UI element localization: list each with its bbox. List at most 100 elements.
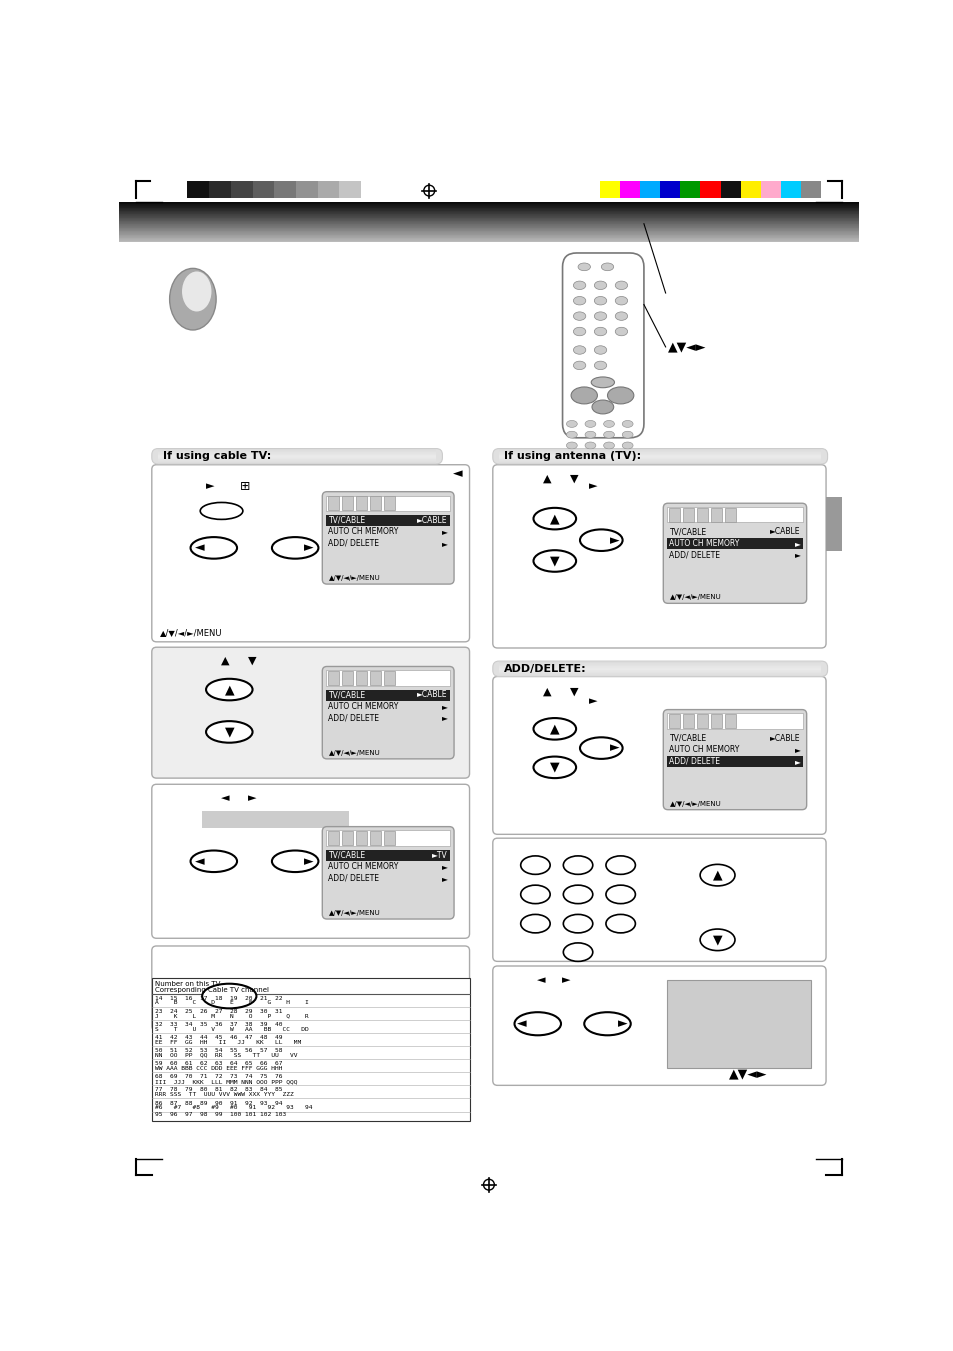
- FancyBboxPatch shape: [322, 666, 454, 759]
- Text: ►TV: ►TV: [432, 851, 447, 859]
- Ellipse shape: [562, 915, 592, 934]
- Ellipse shape: [594, 346, 606, 354]
- Text: Corresponding Cable TV channel: Corresponding Cable TV channel: [154, 986, 269, 993]
- Ellipse shape: [520, 915, 550, 934]
- Text: 23  24  25  26  27  28  29  30  31: 23 24 25 26 27 28 29 30 31: [154, 1009, 282, 1015]
- FancyBboxPatch shape: [493, 677, 825, 835]
- Bar: [341, 496, 353, 511]
- Text: ▲/▼/◄/►/MENU: ▲/▼/◄/►/MENU: [669, 594, 720, 600]
- Ellipse shape: [272, 851, 318, 871]
- Ellipse shape: [533, 719, 576, 739]
- FancyBboxPatch shape: [322, 492, 454, 584]
- Ellipse shape: [621, 431, 633, 438]
- Ellipse shape: [206, 721, 253, 743]
- Text: ⊞: ⊞: [239, 480, 250, 493]
- Text: ►: ►: [441, 862, 447, 871]
- Ellipse shape: [562, 857, 592, 874]
- Bar: [723, 508, 736, 521]
- Bar: [679, 181, 700, 199]
- Bar: [383, 496, 395, 511]
- Text: ▲: ▲: [224, 684, 233, 696]
- Text: ►: ►: [618, 1017, 627, 1031]
- Ellipse shape: [605, 857, 635, 874]
- Ellipse shape: [583, 1012, 630, 1035]
- Text: ►: ►: [609, 534, 618, 547]
- Text: TV/CABLE: TV/CABLE: [328, 851, 365, 859]
- Text: TV/CABLE: TV/CABLE: [669, 734, 706, 743]
- Bar: [274, 181, 295, 199]
- Bar: [682, 508, 694, 521]
- Text: AUTO CH MEMORY: AUTO CH MEMORY: [328, 862, 398, 871]
- Bar: [801, 181, 821, 199]
- Text: ►: ►: [441, 713, 447, 723]
- Ellipse shape: [533, 508, 576, 530]
- Bar: [326, 689, 450, 701]
- Text: ►CABLE: ►CABLE: [416, 516, 447, 524]
- Bar: [696, 715, 707, 728]
- Ellipse shape: [603, 442, 614, 449]
- Ellipse shape: [603, 431, 614, 438]
- Ellipse shape: [578, 263, 590, 270]
- Text: ►CABLE: ►CABLE: [769, 734, 800, 743]
- Text: ►: ►: [794, 550, 800, 559]
- Text: ▲▼◄►: ▲▼◄►: [728, 1067, 767, 1081]
- Ellipse shape: [605, 885, 635, 904]
- Bar: [760, 181, 781, 199]
- Bar: [740, 181, 760, 199]
- Ellipse shape: [272, 538, 318, 559]
- Bar: [668, 715, 679, 728]
- Ellipse shape: [514, 1012, 560, 1035]
- FancyBboxPatch shape: [662, 709, 806, 809]
- Text: ▲/▼/◄/►/MENU: ▲/▼/◄/►/MENU: [328, 576, 380, 581]
- Ellipse shape: [592, 400, 613, 413]
- Text: 32  33  34  35  36  37  38  39  40: 32 33 34 35 36 37 38 39 40: [154, 1021, 282, 1027]
- FancyBboxPatch shape: [493, 465, 825, 648]
- Bar: [326, 831, 450, 846]
- Bar: [328, 831, 339, 846]
- Text: #6   #7   #8   #9   #0   91   92   93   94: #6 #7 #8 #9 #0 91 92 93 94: [154, 1105, 312, 1111]
- Ellipse shape: [584, 431, 596, 438]
- Bar: [383, 831, 395, 846]
- Text: WW AAA BBB CCC DDD EEE FFF GGG HHH: WW AAA BBB CCC DDD EEE FFF GGG HHH: [154, 1066, 282, 1071]
- Ellipse shape: [615, 312, 627, 320]
- Text: ▲: ▲: [221, 657, 230, 666]
- Text: ADD/ DELETE: ADD/ DELETE: [669, 757, 720, 766]
- Text: ►: ►: [441, 703, 447, 711]
- Text: ◄: ◄: [194, 542, 205, 554]
- Ellipse shape: [191, 851, 236, 871]
- Text: ►: ►: [248, 793, 256, 802]
- Ellipse shape: [584, 442, 596, 449]
- Text: TV/CABLE: TV/CABLE: [669, 527, 706, 536]
- Text: S    T    U    V    W   AA   BB   CC   DD: S T U V W AA BB CC DD: [154, 1027, 309, 1032]
- Text: 95  96  97  98  99  100 101 102 103: 95 96 97 98 99 100 101 102 103: [154, 1112, 286, 1117]
- Ellipse shape: [579, 530, 622, 551]
- Text: 77  78  79  80  81  82  83  84  85: 77 78 79 80 81 82 83 84 85: [154, 1088, 282, 1093]
- Text: ►: ►: [589, 481, 598, 492]
- Text: AUTO CH MEMORY: AUTO CH MEMORY: [328, 527, 398, 536]
- Bar: [369, 496, 381, 511]
- Text: 86  87  88  89  90  91  92  93  94: 86 87 88 89 90 91 92 93 94: [154, 1101, 282, 1105]
- Bar: [700, 181, 720, 199]
- Text: ADD/ DELETE: ADD/ DELETE: [328, 539, 379, 547]
- Text: ▲/▼/◄/►/MENU: ▲/▼/◄/►/MENU: [159, 628, 222, 638]
- Text: ◄: ◄: [453, 467, 462, 481]
- Text: AUTO CH MEMORY: AUTO CH MEMORY: [669, 746, 740, 754]
- Text: 14  15  16  17  18  19  20  21  22: 14 15 16 17 18 19 20 21 22: [154, 996, 282, 1001]
- Bar: [619, 181, 639, 199]
- Ellipse shape: [594, 296, 606, 305]
- Bar: [326, 670, 450, 686]
- Ellipse shape: [591, 377, 614, 388]
- Ellipse shape: [605, 915, 635, 934]
- Ellipse shape: [584, 420, 596, 427]
- Text: III  JJJ  KKK  LLL MMM NNN OOO PPP QQQ: III JJJ KKK LLL MMM NNN OOO PPP QQQ: [154, 1079, 297, 1084]
- Ellipse shape: [202, 984, 256, 1008]
- Ellipse shape: [573, 361, 585, 370]
- Ellipse shape: [579, 738, 622, 759]
- Bar: [666, 713, 802, 728]
- Bar: [317, 181, 339, 199]
- Text: ►: ►: [441, 539, 447, 547]
- Bar: [355, 831, 367, 846]
- Text: ►: ►: [794, 539, 800, 547]
- Text: A    B    C    D    E    F    G    H    I: A B C D E F G H I: [154, 1001, 309, 1005]
- Text: ▲: ▲: [542, 686, 551, 697]
